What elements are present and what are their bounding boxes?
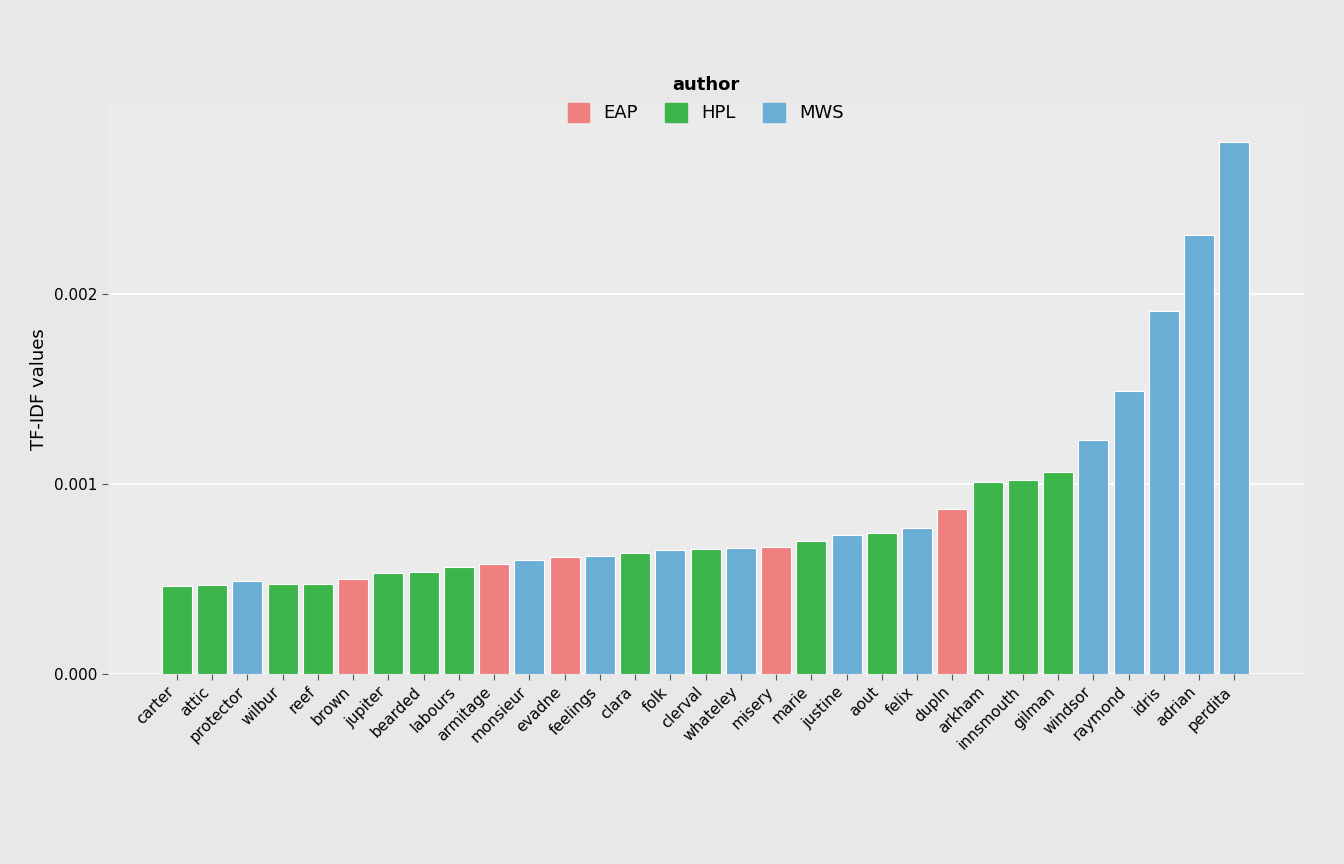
Bar: [1149, 311, 1179, 674]
Bar: [726, 549, 755, 674]
Bar: [161, 586, 192, 674]
Bar: [1043, 473, 1073, 674]
Bar: [374, 573, 403, 674]
Bar: [302, 584, 333, 674]
Bar: [620, 553, 650, 674]
Bar: [832, 535, 862, 674]
Bar: [409, 572, 438, 674]
Bar: [267, 584, 297, 674]
Bar: [761, 547, 792, 674]
Bar: [198, 585, 227, 674]
Bar: [973, 482, 1003, 674]
Bar: [478, 563, 509, 674]
Bar: [550, 557, 579, 674]
Bar: [1114, 391, 1144, 674]
Bar: [444, 567, 474, 674]
Bar: [1219, 142, 1250, 674]
Bar: [585, 556, 614, 674]
Bar: [867, 533, 896, 674]
Bar: [656, 550, 685, 674]
Bar: [691, 550, 720, 674]
Legend: EAP, HPL, MWS: EAP, HPL, MWS: [559, 67, 852, 131]
Bar: [937, 509, 968, 674]
Bar: [1078, 440, 1109, 674]
Bar: [1184, 235, 1214, 674]
Bar: [797, 541, 827, 674]
Bar: [233, 581, 262, 674]
Bar: [515, 560, 544, 674]
Bar: [1008, 480, 1038, 674]
Bar: [902, 528, 933, 674]
Y-axis label: TF-IDF values: TF-IDF values: [30, 328, 48, 449]
Bar: [339, 579, 368, 674]
